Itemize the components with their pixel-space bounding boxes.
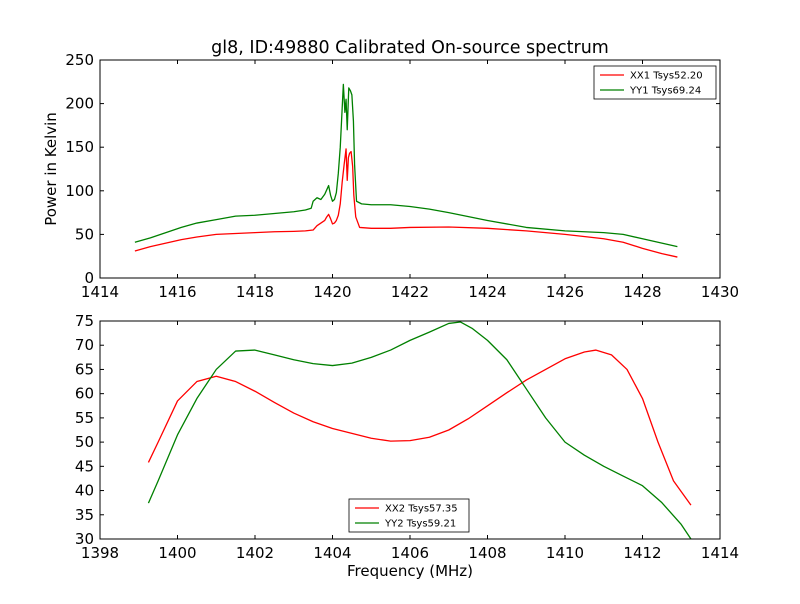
y-tick-label: 250 — [65, 51, 94, 69]
x-tick-label: 1428 — [623, 283, 661, 301]
y-tick-label: 50 — [75, 225, 94, 243]
y-tick-label: 60 — [75, 385, 94, 403]
y-tick-label: 150 — [65, 138, 94, 156]
y-tick-label: 75 — [75, 312, 94, 330]
x-tick-label: 1426 — [546, 283, 584, 301]
y-tick-label: 100 — [65, 182, 94, 200]
x-tick-label: 1404 — [313, 544, 351, 562]
legend-label: XX1 Tsys52.20 — [630, 71, 703, 82]
x-tick-label: 1408 — [468, 544, 506, 562]
x-axis-label: Frequency (MHz) — [347, 562, 473, 580]
y-axis-label: Power in Kelvin — [42, 112, 60, 226]
x-tick-label: 1420 — [313, 283, 351, 301]
y-tick-label: 50 — [75, 433, 94, 451]
series-line-1-1 — [134, 148, 678, 258]
y-tick-label: 35 — [75, 506, 94, 524]
x-tick-label: 1410 — [546, 544, 584, 562]
legend-label: YY1 Tsys69.24 — [629, 86, 701, 97]
y-tick-label: 70 — [75, 336, 94, 354]
legend: XX1 Tsys52.20 YY1 Tsys69.24 — [593, 65, 717, 100]
x-tick-label: 1398 — [81, 544, 119, 562]
y-tick-label: 200 — [65, 95, 94, 113]
legend-box — [348, 498, 470, 533]
x-tick-label: 1424 — [468, 283, 506, 301]
x-tick-label: 1416 — [158, 283, 196, 301]
x-tick-label: 1402 — [236, 544, 274, 562]
chart-panel-1: 1414 1416 1418 1420 1422 1424 1426 1428 1430 0 50 1… — [42, 51, 739, 301]
x-tick-label: 1422 — [391, 283, 429, 301]
chart-panel-2: 1398 1400 1402 1404 1406 1408 1410 1412 1414 30 35… — [75, 312, 739, 580]
x-tick-label: 1430 — [701, 283, 739, 301]
series-line-2-2 — [147, 321, 692, 539]
y-tick-label: 65 — [75, 360, 94, 378]
x-tick-label: 1414 — [701, 544, 739, 562]
y-tick-label: 45 — [75, 457, 94, 475]
y-tick-label: 55 — [75, 409, 94, 427]
legend-label: XX2 Tsys57.35 — [385, 504, 458, 515]
y-tick-label: 40 — [75, 482, 94, 500]
figure-title: gl8, ID:49880 Calibrated On-source spect… — [211, 38, 609, 58]
x-tick-label: 1414 — [81, 283, 119, 301]
x-tick-label: 1418 — [236, 283, 274, 301]
y-tick-label: 30 — [75, 530, 94, 548]
x-tick-label: 1412 — [623, 544, 661, 562]
y-tick-label: 0 — [84, 269, 94, 287]
legend-label: YY2 Tsys59.21 — [384, 519, 456, 530]
x-tick-label: 1406 — [391, 544, 429, 562]
series-line-1-2 — [134, 83, 678, 248]
series-line-2-1 — [147, 349, 692, 506]
x-tick-label: 1400 — [158, 544, 196, 562]
legend: XX2 Tsys57.35 YY2 Tsys59.21 — [348, 498, 470, 533]
legend-box — [593, 65, 717, 100]
